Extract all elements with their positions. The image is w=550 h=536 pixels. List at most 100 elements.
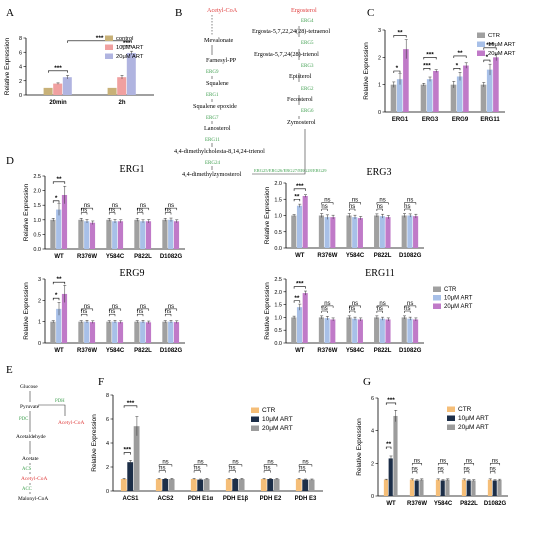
- ns-bracket: [158, 464, 173, 467]
- legend-label: CTR: [444, 287, 457, 293]
- panel-letter-b: B: [175, 7, 182, 19]
- legend-label: CTR: [458, 406, 472, 413]
- chart-title: ERG3: [367, 167, 392, 178]
- bar: [140, 321, 146, 343]
- pathway-enzyme: ERG25/ERG26/ERG27/ERG28/ERG29: [254, 168, 327, 173]
- y-axis-label: Relative Expression: [91, 414, 98, 472]
- legend-label: CTR: [262, 407, 276, 414]
- y-tick-label: 0.5: [274, 328, 282, 334]
- ns-bracket: [164, 313, 172, 317]
- panel-letter-c: C: [367, 7, 374, 19]
- significance-bracket: [453, 67, 461, 71]
- significance-label: **: [294, 193, 300, 200]
- pathway-node: Acetyl-CoA: [58, 420, 84, 426]
- ns-label: ns: [197, 460, 203, 466]
- bar: [273, 479, 280, 491]
- bar: [396, 79, 403, 112]
- pathway-node: Fecosterol: [287, 96, 313, 103]
- x-tick-label: D1082G: [160, 254, 183, 260]
- y-tick-label: 0.0: [274, 246, 282, 252]
- ns-label: ns: [165, 208, 171, 214]
- y-tick-label: 6: [106, 417, 109, 423]
- ns-bracket: [263, 470, 271, 473]
- pathway-enzyme: ERG4: [301, 19, 314, 24]
- bar: [173, 221, 180, 249]
- bar: [426, 79, 433, 112]
- x-tick-label: ERG1: [392, 117, 409, 123]
- bar: [440, 480, 445, 496]
- x-tick-label: P822L: [134, 254, 152, 260]
- ns-bracket: [193, 464, 208, 467]
- legend-swatch: [447, 406, 455, 412]
- bar: [302, 293, 308, 343]
- ns-bracket: [164, 212, 172, 215]
- legend-swatch: [251, 416, 259, 422]
- ns-bracket: [136, 308, 150, 311]
- x-tick-label: R376W: [77, 254, 97, 260]
- x-tick-label: ERG3: [422, 117, 439, 123]
- significance-bracket: [393, 35, 407, 38]
- ns-label: ns: [84, 304, 90, 310]
- y-tick-label: 2: [106, 465, 109, 471]
- pathway-node: Ergosta-5,7,22,24(28)-tetraenol: [252, 28, 330, 35]
- y-tick-label: 1: [38, 320, 41, 326]
- legend-label: 10μM ART: [262, 416, 293, 423]
- ns-bracket: [80, 212, 88, 215]
- significance-label: ***: [423, 62, 431, 69]
- bar: [433, 71, 439, 112]
- significance-bracket: [52, 200, 60, 203]
- y-tick-label: 4: [106, 441, 109, 447]
- significance-bracket: [293, 286, 306, 289]
- pathway-enzyme: ACC: [22, 487, 32, 492]
- bar: [388, 458, 393, 496]
- pathway-node: Acetate: [22, 456, 39, 462]
- y-tick-label: 3: [38, 277, 41, 283]
- bar: [471, 480, 476, 496]
- pathway-enzyme: ERG9: [206, 70, 219, 75]
- bar: [225, 479, 232, 491]
- significance-label: **: [294, 295, 300, 302]
- chart-d3: 0 1 2 3 Relative Expression ERG9 WT R376W Y584C P…: [23, 268, 185, 354]
- y-tick-label: 1.5: [274, 197, 282, 203]
- ns-label: ns: [302, 460, 308, 466]
- bar: [379, 216, 385, 248]
- significance-bracket: [52, 181, 66, 184]
- ns-label: ns: [84, 203, 90, 209]
- ns-bracket: [349, 208, 356, 211]
- bar: [197, 479, 204, 491]
- y-tick-label: 1.5: [33, 203, 41, 209]
- ns-label: ns: [349, 306, 355, 312]
- bar: [296, 307, 303, 343]
- bar: [383, 479, 389, 496]
- significance-label: ***: [123, 40, 131, 47]
- chart-title: ERG1: [120, 164, 145, 175]
- ns-label: ns: [379, 198, 385, 204]
- y-tick-label: 2: [371, 461, 374, 467]
- bar: [463, 65, 469, 112]
- panel-letter-f: F: [98, 376, 104, 388]
- ns-label: ns: [168, 304, 174, 310]
- ns-bracket: [321, 310, 328, 313]
- significance-label: **: [386, 441, 392, 448]
- x-tick-label: 2h: [118, 100, 125, 106]
- y-tick-label: 1.0: [274, 315, 282, 321]
- y-tick-label: 1.5: [274, 303, 282, 309]
- x-tick-label: PDH E2: [260, 496, 282, 502]
- significance-label: *: [486, 54, 489, 61]
- bar: [145, 322, 152, 343]
- chart-title: ERG9: [120, 268, 145, 279]
- ns-bracket: [404, 208, 411, 211]
- x-tick-label: WT: [295, 253, 305, 259]
- ns-label: ns: [321, 306, 327, 312]
- ns-bracket: [321, 208, 328, 211]
- ns-bracket: [263, 464, 278, 467]
- bar: [330, 217, 336, 248]
- legend-swatch: [447, 424, 455, 430]
- ns-label: ns: [299, 466, 305, 472]
- ns-label: ns: [407, 198, 413, 204]
- pathway-enzyme: ACS: [22, 467, 32, 472]
- bar: [357, 319, 363, 343]
- ns-bracket: [228, 464, 243, 467]
- ns-bracket: [80, 207, 94, 211]
